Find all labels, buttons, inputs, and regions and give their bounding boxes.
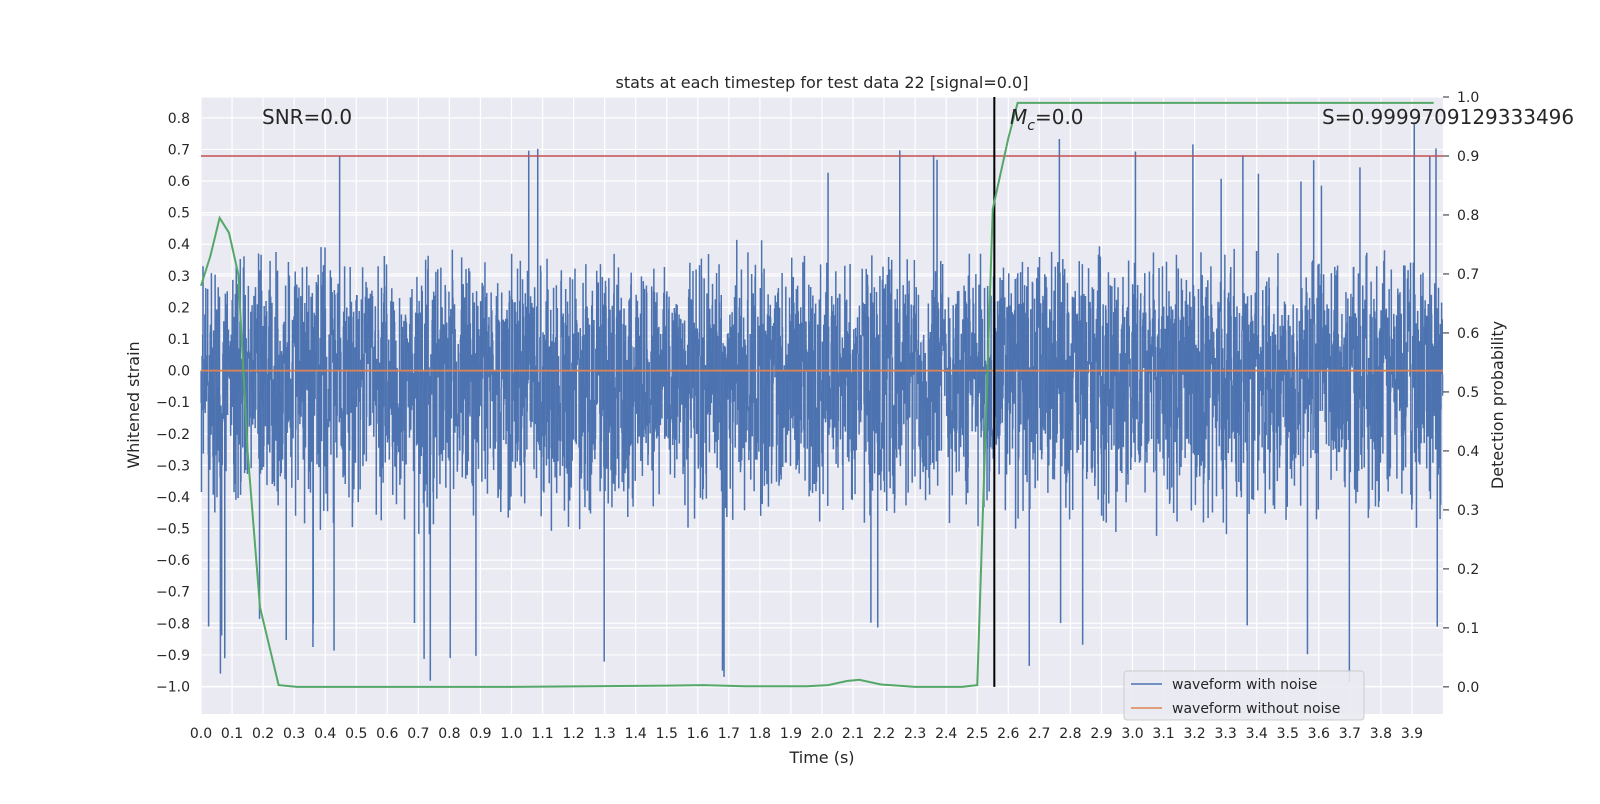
x-tick-label: 0.9 <box>469 726 491 742</box>
y-tick-label: −0.6 <box>156 553 190 569</box>
x-tick-label: 2.8 <box>1059 726 1081 742</box>
legend: waveform with noise waveform without noi… <box>1123 670 1365 721</box>
x-tick-label: 1.2 <box>562 726 584 742</box>
x-tick-label: 1.5 <box>656 726 678 742</box>
y-tick-label: −0.8 <box>156 616 190 632</box>
chirp-mass-symbol: M <box>1010 105 1027 129</box>
y-tick-label: 0.8 <box>168 111 190 127</box>
score-annotation: S=0.9999709129333496 <box>1322 105 1574 129</box>
x-tick-label: 0.4 <box>314 726 336 742</box>
x-tick-label: 1.7 <box>718 726 740 742</box>
y2-tick-label: 0.8 <box>1457 208 1479 224</box>
y2-axis-label: Detection probability <box>1488 321 1507 489</box>
noise-series <box>200 124 1444 682</box>
y-axis-label: Whitened strain <box>124 341 143 468</box>
x-axis-label: Time (s) <box>788 748 854 767</box>
legend-label-noise: waveform with noise <box>1172 677 1317 693</box>
x-tick-label: 2.9 <box>1090 726 1112 742</box>
x-tick-label: 2.6 <box>997 726 1019 742</box>
x-tick-label: 2.7 <box>1028 726 1050 742</box>
y-tick-label: −1.0 <box>156 680 190 696</box>
x-tick-label: 2.5 <box>966 726 988 742</box>
y-tick-label: −0.2 <box>156 427 190 443</box>
x-tick-label: 2.0 <box>811 726 833 742</box>
y-tick-label: −0.3 <box>156 458 190 474</box>
y-tick-label: −0.9 <box>156 648 190 664</box>
x-tick-label: 3.0 <box>1121 726 1143 742</box>
y2-tick-label: 0.4 <box>1457 444 1479 460</box>
y-tick-label: −0.5 <box>156 522 190 538</box>
x-tick-label: 1.1 <box>531 726 553 742</box>
y-tick-label: 0.5 <box>168 206 190 222</box>
tick-labels: 0.0 0.1 0.2 0.3 0.4 0.5 0.6 0.7 0.8 0.9 1.0 1.1 1.2 1… <box>156 90 1479 742</box>
x-tick-label: 1.3 <box>594 726 616 742</box>
x-tick-label: 2.3 <box>904 726 926 742</box>
x-tick-label: 1.0 <box>500 726 522 742</box>
x-tick-label: 3.6 <box>1308 726 1330 742</box>
x-tick-label: 3.2 <box>1183 726 1205 742</box>
y-tick-label: −0.4 <box>156 490 190 506</box>
y-tick-label: 0.2 <box>168 300 190 316</box>
y2-tick-label: 0.5 <box>1457 385 1479 401</box>
y-tick-label: 0.3 <box>168 269 190 285</box>
y-tick-label: 0.1 <box>168 332 190 348</box>
x-tick-label: 2.2 <box>873 726 895 742</box>
y2-tick-label: 0.1 <box>1457 621 1479 637</box>
series-waveform-with-noise <box>200 124 1444 682</box>
chart-title: stats at each timestep for test data 22 … <box>616 73 1029 92</box>
y2-tick-label: 1.0 <box>1457 90 1479 106</box>
x-tick-label: 1.6 <box>687 726 709 742</box>
y-tick-label: −0.7 <box>156 585 190 601</box>
x-tick-label: 3.1 <box>1152 726 1174 742</box>
y2-tick-label: 0.9 <box>1457 149 1479 165</box>
series-lines <box>200 97 1443 688</box>
y-tick-label: 0.7 <box>168 142 190 158</box>
x-tick-label: 3.8 <box>1370 726 1392 742</box>
series-detection-probability <box>200 101 1434 688</box>
y-tick-label: 0.4 <box>168 237 190 253</box>
x-tick-label: 1.9 <box>780 726 802 742</box>
x-tick-label: 0.1 <box>221 726 243 742</box>
x-tick-label: 3.7 <box>1339 726 1361 742</box>
y-tick-label: 0.0 <box>168 364 190 380</box>
x-tick-label: 2.1 <box>842 726 864 742</box>
x-tick-label: 3.9 <box>1401 726 1423 742</box>
legend-label-clean: waveform without noise <box>1172 701 1340 717</box>
legend-box <box>1123 670 1365 721</box>
x-tick-label: 1.4 <box>625 726 647 742</box>
y2-tick-label: 0.7 <box>1457 267 1479 283</box>
x-tick-label: 2.4 <box>935 726 957 742</box>
x-tick-label: 3.5 <box>1277 726 1299 742</box>
x-tick-label: 0.7 <box>407 726 429 742</box>
y2-tick-label: 0.6 <box>1457 326 1479 342</box>
x-tick-label: 0.3 <box>283 726 305 742</box>
x-tick-label: 0.5 <box>345 726 367 742</box>
x-tick-label: 3.4 <box>1246 726 1268 742</box>
y-tick-label: 0.6 <box>168 174 190 190</box>
x-tick-label: 0.8 <box>438 726 460 742</box>
x-tick-label: 0.2 <box>252 726 274 742</box>
x-tick-label: 3.3 <box>1215 726 1237 742</box>
x-tick-label: 0.6 <box>376 726 398 742</box>
y2-tick-label: 0.3 <box>1457 503 1479 519</box>
snr-annotation: SNR=0.0 <box>262 105 352 129</box>
x-tick-label: 0.0 <box>190 726 212 742</box>
chirp-mass-value: =0.0 <box>1035 105 1084 129</box>
y2-tick-label: 0.0 <box>1457 680 1479 696</box>
x-tick-label: 1.8 <box>749 726 771 742</box>
y2-tick-label: 0.2 <box>1457 562 1479 578</box>
chirp-mass-annotation: Mc=0.0 <box>1010 105 1084 134</box>
y-tick-label: −0.1 <box>156 395 190 411</box>
chirp-mass-subscript: c <box>1027 118 1035 134</box>
